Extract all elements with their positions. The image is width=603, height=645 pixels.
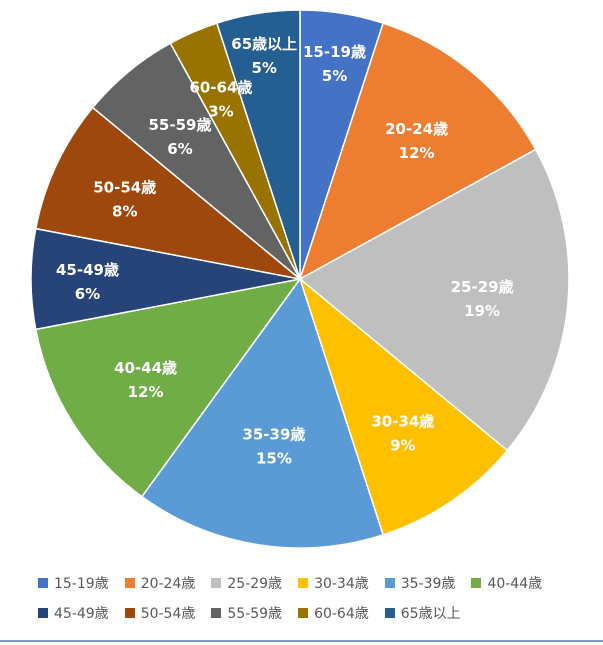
legend-item: 50-54歳 <box>124 603 196 623</box>
slice-category-label: 15-19歳 <box>303 43 366 61</box>
slice-category-label: 45-49歳 <box>56 261 119 279</box>
pie-slice-1 <box>298 22 537 281</box>
slice-category-label: 65歳以上 <box>231 35 297 53</box>
slice-category-label: 40-44歳 <box>114 359 177 377</box>
pie-slice-5 <box>34 277 302 498</box>
slice-percent-label: 9% <box>390 436 415 454</box>
bottom-divider <box>0 640 603 642</box>
legend-label: 35-39歳 <box>400 576 456 592</box>
legend-swatch <box>211 608 222 618</box>
legend-swatch <box>211 578 222 588</box>
slice-category-label: 50-54歳 <box>93 179 156 197</box>
pie-slice-2 <box>298 148 570 452</box>
slice-label-3: 30-34歳 9% <box>371 412 434 454</box>
legend-row-0: 15-19歳 20-24歳 25-29歳 30-34歳 35-39歳 40-44歳 <box>38 568 598 598</box>
legend-swatch <box>38 578 48 588</box>
legend-swatch <box>124 578 135 588</box>
slice-percent-label: 15% <box>256 450 292 468</box>
legend-label: 60-64歳 <box>314 606 369 622</box>
legend-item: 15-19歳 <box>38 573 109 593</box>
legend-swatch <box>471 578 482 588</box>
legend-swatch <box>298 608 309 618</box>
legend-item: 60-64歳 <box>298 603 369 623</box>
pie-slice-7 <box>34 106 301 280</box>
slice-label-0: 15-19歳 5% <box>303 43 366 85</box>
slice-percent-label: 3% <box>208 102 233 120</box>
legend-label: 45-49歳 <box>54 606 109 622</box>
slice-percent-label: 12% <box>399 144 435 162</box>
pie-slice-3 <box>298 276 509 536</box>
slice-label-4: 35-39歳 15% <box>242 426 305 468</box>
slice-label-6: 45-49歳 6% <box>56 261 119 303</box>
slice-label-1: 20-24歳 12% <box>385 120 448 162</box>
legend-label: 50-54歳 <box>140 606 196 622</box>
legend-item: 40-44歳 <box>471 573 542 593</box>
legend-label: 65歳以上 <box>400 606 461 622</box>
slice-percent-label: 8% <box>112 203 137 221</box>
slice-percent-label: 12% <box>128 383 164 401</box>
legend-label: 55-59歳 <box>227 606 283 622</box>
legend-item: 55-59歳 <box>211 603 282 623</box>
slice-label-7: 50-54歳 8% <box>93 179 156 221</box>
slice-percent-label: 5% <box>322 67 347 85</box>
slice-category-label: 20-24歳 <box>385 120 448 138</box>
legend-item: 45-49歳 <box>38 603 109 623</box>
slice-percent-label: 6% <box>167 140 192 158</box>
slice-category-label: 35-39歳 <box>242 426 305 444</box>
slice-category-label: 60-64歳 <box>189 78 252 96</box>
legend-swatch <box>384 608 395 618</box>
pie-slice-10 <box>215 9 301 280</box>
slice-label-2: 25-29歳 19% <box>451 278 514 320</box>
legend-row-1: 45-49歳 50-54歳 55-59歳 60-64歳 65歳以上 <box>38 598 598 628</box>
legend-swatch <box>124 608 135 618</box>
legend-item: 35-39歳 <box>384 573 456 593</box>
legend-swatch <box>38 608 48 618</box>
legend-label: 25-29歳 <box>227 576 283 592</box>
slice-label-5: 40-44歳 12% <box>114 359 177 401</box>
slice-percent-label: 5% <box>251 59 276 77</box>
legend: 15-19歳 20-24歳 25-29歳 30-34歳 35-39歳 40-44歳 45-4… <box>38 568 598 628</box>
slice-percent-label: 6% <box>75 285 100 303</box>
legend-label: 30-34歳 <box>314 576 369 592</box>
legend-label: 15-19歳 <box>54 576 109 592</box>
legend-label: 40-44歳 <box>487 576 543 592</box>
legend-swatch <box>298 578 309 588</box>
legend-item: 20-24歳 <box>124 573 196 593</box>
slice-percent-label: 19% <box>464 302 500 320</box>
slice-category-label: 30-34歳 <box>371 412 434 430</box>
legend-label: 20-24歳 <box>140 576 196 592</box>
legend-item: 30-34歳 <box>298 573 369 593</box>
pie-slice-4 <box>140 277 385 549</box>
slice-category-label: 55-59歳 <box>148 116 211 134</box>
slice-label-8: 55-59歳 6% <box>148 116 211 158</box>
legend-item: 25-29歳 <box>211 573 282 593</box>
slice-category-label: 25-29歳 <box>451 278 514 296</box>
legend-item: 65歳以上 <box>384 603 461 623</box>
slice-label-10: 65歳以上 5% <box>231 35 297 77</box>
legend-swatch <box>384 578 395 588</box>
pie-plot-area: 15-19歳 5% 20-24歳 12% 25-29歳 19% 30-34歳 9% 35-39歳… <box>30 9 570 549</box>
slice-label-9: 60-64歳 3% <box>189 78 252 120</box>
